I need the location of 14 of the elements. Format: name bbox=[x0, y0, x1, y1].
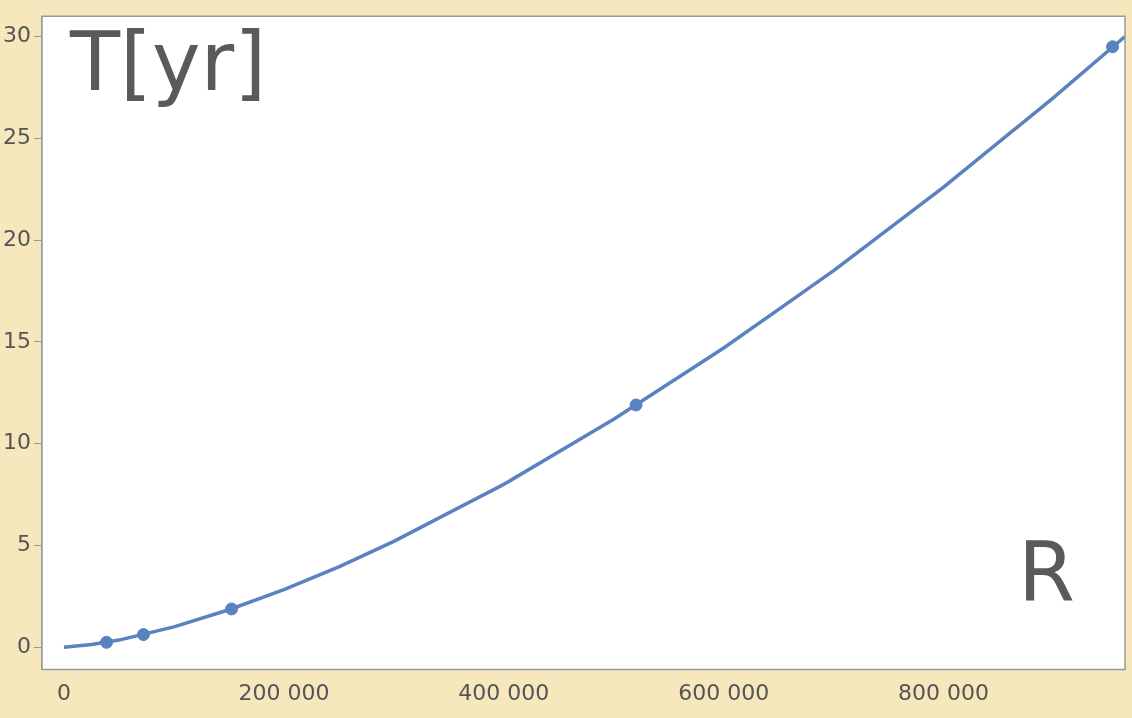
y-tick-label: 5 bbox=[16, 531, 31, 557]
x-tick-label: 400 000 bbox=[458, 679, 550, 705]
y-tick-label: 25 bbox=[2, 124, 31, 150]
y-tick-label: 30 bbox=[2, 22, 31, 48]
y-tick-label: 20 bbox=[2, 225, 31, 251]
x-axis-title: R bbox=[1018, 523, 1075, 619]
y-tick-label: 10 bbox=[2, 429, 31, 455]
y-tick-label: 15 bbox=[2, 327, 31, 353]
x-tick-label: 200 000 bbox=[238, 679, 330, 705]
y-axis-title: T[yr] bbox=[68, 14, 267, 110]
x-tick-label: 600 000 bbox=[678, 679, 770, 705]
y-tick-label: 0 bbox=[16, 632, 31, 658]
x-tick-label: 0 bbox=[56, 679, 71, 705]
x-tick-label: 800 000 bbox=[898, 679, 990, 705]
